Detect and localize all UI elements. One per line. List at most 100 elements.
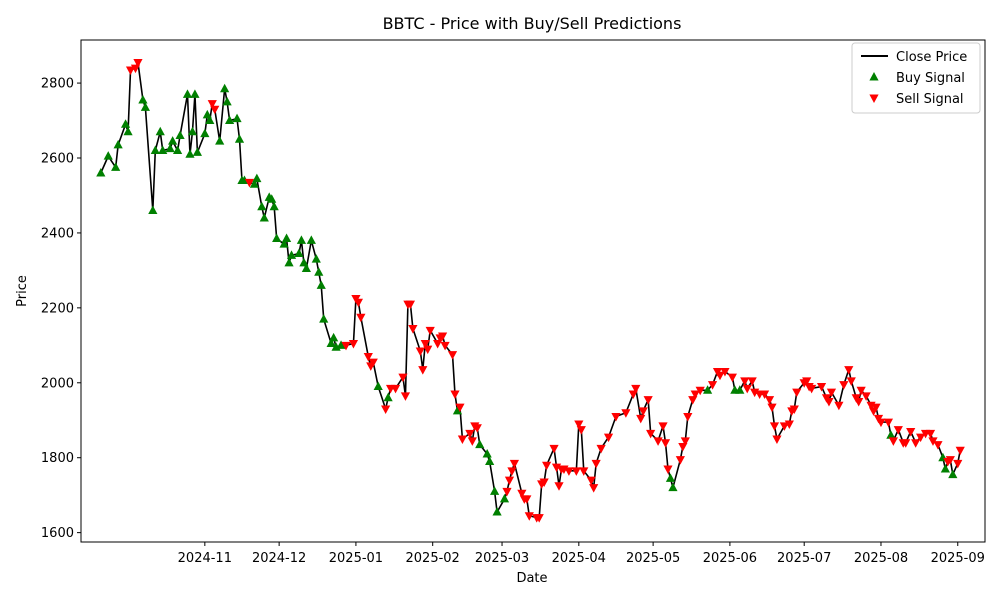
sell-signal-point	[695, 386, 705, 396]
buy-signal-point	[329, 332, 339, 342]
sell-signal-point	[764, 396, 775, 405]
sell-signal-point	[707, 381, 718, 390]
x-tick-label: 2025-02	[406, 551, 460, 566]
sell-signal-point	[638, 407, 648, 416]
y-tick-label: 2000	[41, 376, 74, 391]
y-tick-label: 2200	[41, 301, 74, 316]
x-tick-label: 2025-01	[329, 551, 383, 566]
sell-signal-point	[826, 388, 837, 398]
sell-signal-point	[591, 459, 601, 469]
sell-signal-point	[643, 396, 653, 405]
sell-signal-point	[928, 437, 938, 446]
sell-signal-point	[542, 461, 552, 471]
sell-signal-point	[381, 405, 391, 415]
buy-signal-point	[499, 493, 510, 503]
buy-signal-point	[222, 96, 232, 106]
x-tick-label: 2024-11	[178, 551, 232, 566]
buy-signal-point	[490, 486, 500, 495]
sell-signal-point	[596, 444, 606, 454]
sell-signal-point	[742, 384, 752, 394]
buy-signal-point	[940, 463, 950, 473]
sell-signal-point	[125, 66, 136, 75]
x-tick-label: 2025-03	[475, 551, 529, 566]
legend-entry-label: Close Price	[896, 50, 967, 65]
y-tick-label: 1800	[41, 451, 74, 466]
buy-signal-point	[150, 145, 160, 155]
sell-signal-point	[554, 482, 564, 491]
sell-signal-point	[759, 390, 770, 400]
sell-signal-point	[901, 439, 911, 448]
sell-signal-point	[789, 405, 799, 415]
sell-signal-point	[509, 459, 520, 469]
buy-signal-point	[286, 250, 297, 259]
y-tick-label: 1600	[41, 526, 74, 541]
sell-signal-point	[660, 439, 671, 448]
buy-signal-point	[123, 126, 133, 136]
sell-signal-point	[740, 377, 750, 386]
sell-signal-point	[405, 300, 416, 310]
sell-signal-point	[244, 178, 255, 188]
legend-box	[851, 42, 981, 114]
buy-signal-point	[200, 128, 210, 138]
legend-entry-label: Buy Signal	[896, 71, 965, 86]
buy-signal-point	[140, 102, 150, 111]
sell-signal-point	[356, 313, 366, 323]
x-tick-label: 2025-04	[552, 551, 606, 566]
sell-signal-point	[210, 105, 220, 115]
sell-signal-point	[348, 339, 359, 349]
buy-signal-point	[281, 233, 292, 243]
buy-signal-point	[234, 134, 245, 143]
sell-signal-point	[663, 465, 673, 474]
buy-signal-point	[269, 201, 279, 211]
sell-signal-point	[502, 487, 512, 497]
buy-signal-point	[182, 89, 193, 98]
buy-signal-point	[301, 263, 311, 273]
y-axis-label: Price	[15, 275, 30, 307]
axes: 1600 1800 2000 2200 2400 2600 2800 2024-11 2024-…	[41, 39, 986, 566]
sell-signal-point	[893, 426, 903, 435]
buy-signal-point	[336, 340, 346, 349]
sell-signal-point	[925, 429, 936, 439]
buy-signal-point	[703, 385, 713, 394]
sell-signal-point	[589, 484, 599, 493]
buy-signal-point	[232, 113, 242, 123]
sell-signal-point	[683, 413, 693, 422]
buy-signal-point	[192, 147, 203, 156]
buy-signal-point	[485, 456, 495, 465]
y-tick-label: 2800	[41, 77, 74, 92]
sell-signal-point	[363, 353, 373, 362]
sell-signal-point	[680, 437, 690, 446]
sell-signal-point	[420, 339, 430, 349]
sell-signal-point	[888, 437, 898, 446]
sell-signal-point	[784, 420, 794, 429]
buy-signal-point	[284, 257, 294, 267]
buy-signal-point	[886, 430, 896, 439]
sell-signal-point	[603, 433, 614, 443]
sell-signal-point	[539, 478, 549, 488]
x-tick-label: 2025-09	[931, 551, 985, 566]
buy-signal-point	[296, 235, 307, 244]
sell-signal-point	[653, 437, 663, 446]
sell-signal-point	[690, 390, 700, 400]
sell-signal-point	[844, 366, 854, 375]
x-tick-label: 2025-08	[854, 551, 908, 566]
sell-signal-point	[423, 345, 433, 355]
buy-signal-point	[665, 473, 676, 482]
sell-signal-point	[400, 392, 411, 401]
sell-signal-point	[507, 467, 517, 476]
buy-signal-point	[948, 469, 958, 479]
sell-signal-point	[418, 366, 428, 375]
buy-signal-point	[383, 392, 393, 402]
sell-signal-point	[457, 435, 468, 444]
buy-signal-point	[668, 482, 678, 492]
sell-signal-point	[576, 426, 586, 435]
buy-signal-point	[120, 119, 131, 128]
buy-signal-point	[165, 143, 175, 153]
sell-signal-point	[906, 427, 916, 437]
sell-signal-point	[772, 435, 782, 444]
sell-signal-point	[440, 341, 450, 351]
sell-signal-point	[856, 386, 866, 396]
buy-signal-point	[294, 248, 304, 258]
